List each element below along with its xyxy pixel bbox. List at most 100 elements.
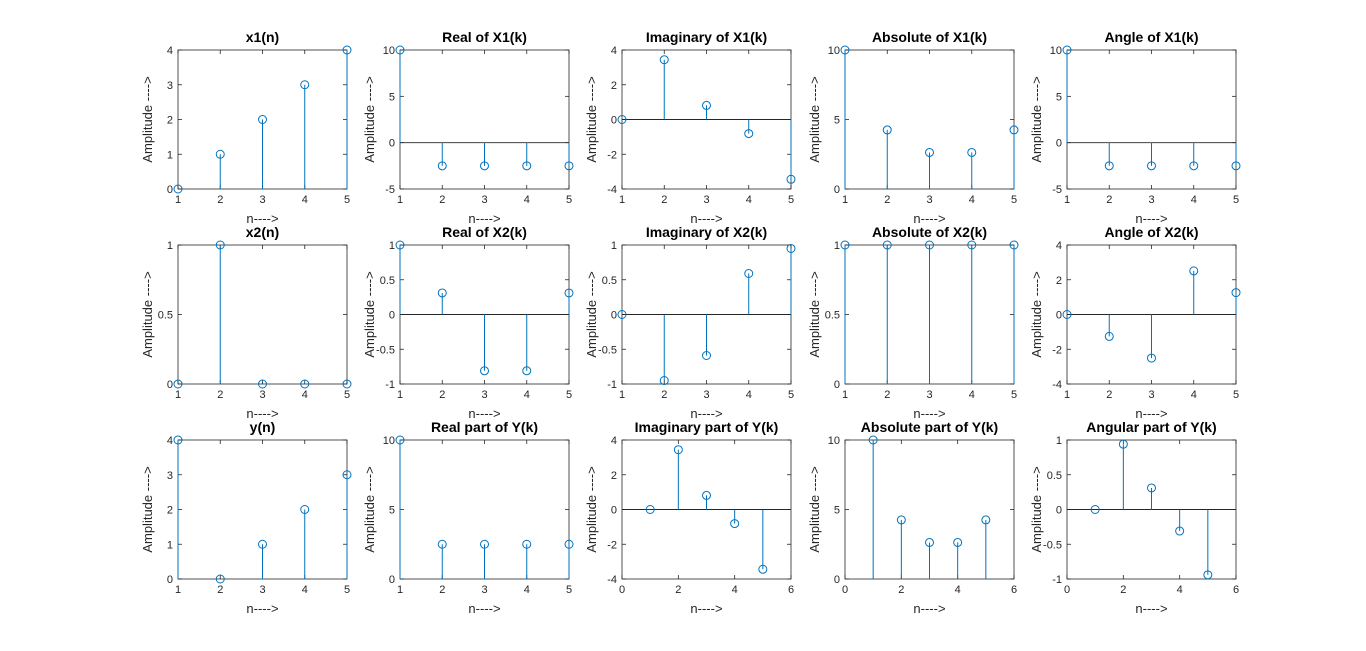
stem-marker (1009, 125, 1019, 135)
x-tick-label: 3 (481, 584, 487, 596)
stem-marker (342, 470, 352, 480)
stem-marker (215, 574, 225, 584)
y-tick-label: 4 (1056, 240, 1062, 252)
stem-marker (1090, 505, 1100, 514)
subplot-15: 0 2 4 6 -1 -0.5 0 0.5 1 Angular part of Y(k) n----… (1029, 419, 1239, 616)
y-tick-label: 2 (611, 470, 617, 482)
stem-marker (564, 161, 574, 171)
x-tick-label: 2 (217, 194, 223, 206)
x-tick-label: 1 (842, 389, 848, 401)
y-tick-label: 0 (611, 505, 617, 517)
x-tick-label: 2 (884, 389, 890, 401)
x-tick-label: 1 (397, 194, 403, 206)
stem-marker (1062, 310, 1072, 319)
x-tick-label: 1 (619, 389, 625, 401)
subplot-7: 1 2 3 4 5 -1 -0.5 0 0.5 1 Real of X2(k) n----> Ampli… (362, 224, 574, 421)
stem-marker (868, 435, 878, 445)
stem-marker (258, 115, 267, 124)
stem-marker (1104, 161, 1114, 171)
x-tick-label: 2 (439, 194, 445, 206)
x-axis-label: n----> (468, 406, 500, 421)
stem-marker (1009, 240, 1019, 250)
stem-marker (645, 505, 655, 514)
axes-box (177, 244, 348, 385)
stem-marker (786, 243, 796, 253)
subplot-title: Angle of X1(k) (1104, 29, 1198, 45)
y-tick-label: 0 (1056, 505, 1062, 517)
x-axis-label: n----> (246, 211, 278, 226)
x-tick-label: 4 (732, 584, 738, 596)
stem-marker (395, 435, 405, 445)
stem-marker (258, 379, 267, 389)
stem-marker (342, 45, 352, 55)
x-tick-label: 4 (302, 584, 308, 596)
y-tick-label: 0 (389, 310, 395, 322)
y-tick-label: 5 (1056, 91, 1062, 103)
subplot-title: x1(n) (246, 29, 279, 45)
stem-marker (480, 161, 489, 171)
y-axis-label: Amplitude ----> (584, 76, 599, 162)
y-tick-label: 2 (1056, 275, 1062, 287)
y-tick-label: -0.5 (1043, 539, 1062, 551)
x-axis-label: n----> (690, 211, 722, 226)
subplot-title: Absolute of X2(k) (872, 224, 987, 240)
x-tick-label: 1 (1064, 389, 1070, 401)
x-tick-label: 3 (703, 194, 709, 206)
x-tick-label: 4 (746, 194, 752, 206)
subplot-9: 1 2 3 4 5 0 0.5 1 Absolute of X2(k) n----> Amplitu… (807, 224, 1019, 421)
x-tick-label: 5 (344, 389, 350, 401)
stem-marker (840, 240, 850, 250)
stem-marker (702, 490, 711, 500)
y-tick-label: 1 (834, 240, 840, 252)
stem-marker (617, 310, 627, 319)
stem-marker (300, 505, 310, 514)
stem-marker (215, 149, 225, 159)
subplot-6: 1 2 3 4 5 0 0.5 1 x2(n) n----> Amplitude ----> (140, 224, 352, 421)
x-tick-label: 5 (344, 584, 350, 596)
subplot-4: 1 2 3 4 5 0 5 10 Absolute of X1(k) n----> Amplitud… (807, 29, 1019, 226)
stem-marker (925, 537, 934, 547)
x-tick-label: 0 (619, 584, 625, 596)
x-axis-label: n----> (246, 406, 278, 421)
stem-marker (480, 539, 489, 549)
x-tick-label: 5 (344, 194, 350, 206)
x-tick-label: 4 (955, 584, 961, 596)
y-tick-label: 1 (167, 149, 173, 161)
stem-marker (564, 288, 574, 298)
x-tick-label: 3 (926, 194, 932, 206)
stem-marker (744, 129, 754, 139)
x-tick-label: 1 (175, 389, 181, 401)
stem-marker (981, 515, 991, 525)
y-axis-label: Amplitude ----> (362, 271, 377, 357)
stem-marker (1175, 526, 1185, 536)
stem-marker (258, 539, 267, 549)
x-tick-label: 4 (1191, 389, 1197, 401)
stem-marker (1147, 161, 1156, 171)
stem-marker (300, 379, 310, 389)
x-tick-label: 3 (703, 389, 709, 401)
y-tick-label: -5 (385, 184, 395, 196)
subplot-10: 1 2 3 4 5 -4 -2 0 2 4 Angle of X2(k) n----> Amplitud… (1029, 224, 1241, 421)
subplot-13: 0 2 4 6 -4 -2 0 2 4 Imaginary part of Y(k) n----> A… (584, 419, 794, 616)
x-tick-label: 2 (217, 584, 223, 596)
x-tick-label: 6 (788, 584, 794, 596)
x-tick-label: 2 (675, 584, 681, 596)
x-tick-label: 4 (524, 194, 530, 206)
y-tick-label: -5 (1052, 184, 1062, 196)
y-axis-label: Amplitude ----> (140, 76, 155, 162)
stem-marker (215, 240, 225, 250)
stem-marker (1062, 45, 1072, 55)
x-tick-label: 5 (1011, 389, 1017, 401)
x-tick-label: 4 (524, 584, 530, 596)
subplot-title: Real of X2(k) (442, 224, 527, 240)
y-axis-label: Amplitude ----> (807, 76, 822, 162)
x-axis-label: n----> (246, 601, 278, 616)
x-tick-label: 0 (1064, 584, 1070, 596)
y-tick-label: 2 (167, 505, 173, 517)
x-tick-label: 1 (1064, 194, 1070, 206)
y-tick-label: 0 (167, 184, 173, 196)
y-tick-label: 0.5 (825, 310, 840, 322)
y-tick-label: 4 (167, 435, 173, 447)
